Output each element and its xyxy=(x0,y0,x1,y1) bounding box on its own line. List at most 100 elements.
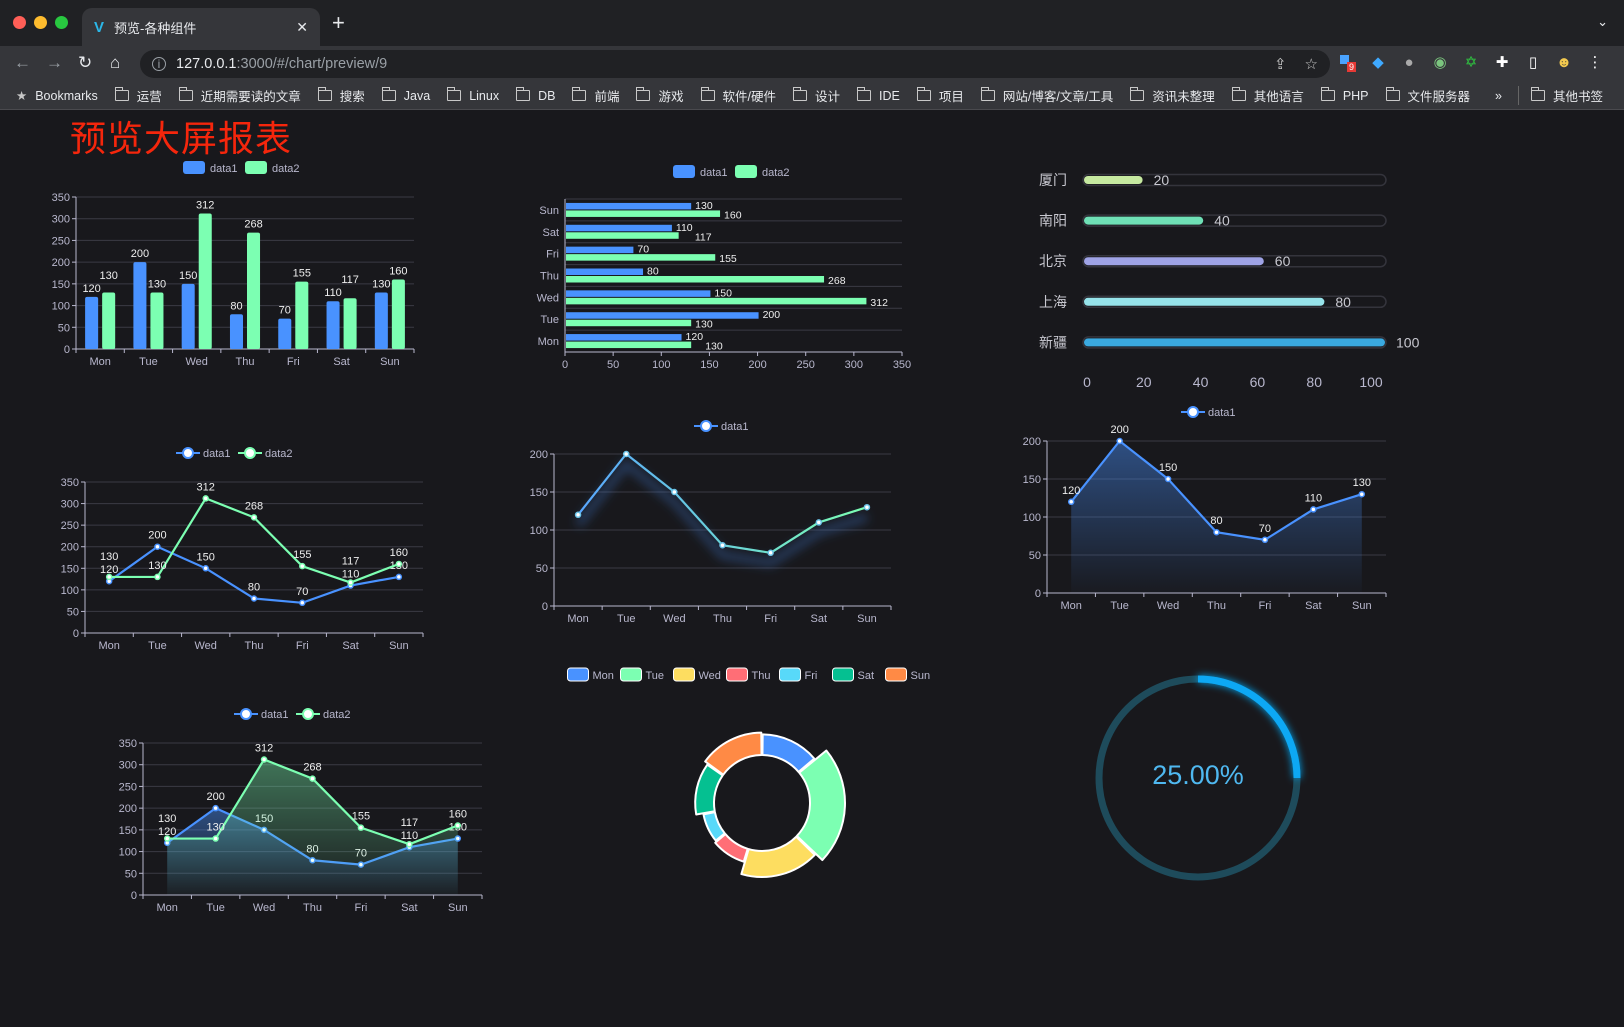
bar-data2-Wed[interactable] xyxy=(566,297,867,305)
legend-item-data1[interactable]: data1 xyxy=(234,708,289,721)
bar-data1-Wed[interactable] xyxy=(566,290,711,297)
gray-extension-icon[interactable]: ● xyxy=(1404,53,1414,71)
star-extension-icon[interactable]: ✡ xyxy=(1464,54,1478,71)
point-data1-Fri[interactable] xyxy=(767,549,774,557)
bar-data1-Thu[interactable] xyxy=(229,314,243,349)
legend-item-data1[interactable]: data1 xyxy=(1181,406,1236,419)
point-data1-Fri[interactable] xyxy=(299,599,306,607)
legend-item-Sat[interactable]: Sat xyxy=(832,667,875,682)
point-data2-Sun[interactable] xyxy=(454,822,462,829)
point-data1-Wed[interactable] xyxy=(202,565,209,572)
bar-data1-Sat[interactable] xyxy=(566,224,672,232)
diamond-extension-icon[interactable]: ◆ xyxy=(1372,54,1384,71)
legend-item-data1[interactable]: data1 xyxy=(183,161,238,175)
green-dot-extension-icon[interactable]: ◉ xyxy=(1433,54,1447,71)
bar-data1-Wed[interactable] xyxy=(181,283,195,349)
bar-data2-Wed[interactable] xyxy=(198,213,212,349)
bar-data2-Sat[interactable] xyxy=(343,298,357,349)
bookmark-2[interactable]: 近期需要读的文章 xyxy=(178,86,301,105)
bookmark-15[interactable]: 其他语言 xyxy=(1231,86,1304,105)
bar-data2-Tue[interactable] xyxy=(150,292,164,349)
point-data1-Sun[interactable] xyxy=(863,503,871,511)
side-panel-icon[interactable]: ▯ xyxy=(1528,54,1538,71)
legend-item-Wed[interactable]: Wed xyxy=(673,667,721,682)
bar-data1-Sun[interactable] xyxy=(374,292,388,349)
legend-item-data2[interactable]: data2 xyxy=(245,161,300,175)
bar-data2-Mon[interactable] xyxy=(102,292,116,349)
extension-icon[interactable]: 9 xyxy=(1338,53,1357,72)
bookmark-4[interactable]: Java xyxy=(381,87,430,103)
bar-data1-Sat[interactable] xyxy=(326,301,340,349)
bookmark-11[interactable]: IDE xyxy=(857,87,900,103)
donut-segment-Mon[interactable] xyxy=(761,733,816,773)
new-tab-button[interactable]: + xyxy=(332,10,345,35)
point-data1-Sat[interactable] xyxy=(1310,506,1317,513)
point-data1-Thu[interactable] xyxy=(719,541,726,549)
legend-item-data2[interactable]: data2 xyxy=(296,708,351,721)
bar-data2-Thu[interactable] xyxy=(566,276,825,283)
point-data2-Thu[interactable] xyxy=(309,775,316,782)
point-data2-Wed[interactable] xyxy=(202,495,209,502)
close-window-button[interactable] xyxy=(13,16,26,29)
point-data2-Sat[interactable] xyxy=(406,840,413,848)
point-data1-Mon[interactable] xyxy=(574,511,582,519)
point-data1-Thu[interactable] xyxy=(1213,528,1220,536)
donut-segment-Thu[interactable] xyxy=(714,833,749,863)
bookmark-6[interactable]: DB xyxy=(516,87,555,103)
legend-item-Mon[interactable]: Mon xyxy=(567,667,614,682)
point-data2-Thu[interactable] xyxy=(250,514,258,521)
bar-data2-Thu[interactable] xyxy=(247,232,261,349)
bar-data2-Tue[interactable] xyxy=(566,319,692,327)
bookmark-9[interactable]: 软件/硬件 xyxy=(700,86,776,105)
legend-item-Thu[interactable]: Thu xyxy=(726,667,771,682)
bar-data2-Fri[interactable] xyxy=(566,254,716,261)
bar-data2-Sat[interactable] xyxy=(566,232,679,239)
point-data2-Tue[interactable] xyxy=(212,835,219,842)
avatar[interactable]: ☻ xyxy=(1556,53,1572,71)
bar-data1-Mon[interactable] xyxy=(566,334,682,341)
point-data1-Wed[interactable] xyxy=(1164,475,1172,483)
site-info-icon[interactable]: i xyxy=(152,57,166,71)
point-data1-Mon[interactable] xyxy=(1067,498,1075,506)
bar-data1-Sun[interactable] xyxy=(566,202,692,210)
tab-preview[interactable]: V 预览-各种组件 ✕ xyxy=(82,8,320,46)
other-bookmarks[interactable]: 其他书签 xyxy=(1517,86,1603,105)
bar-data2-Mon[interactable] xyxy=(566,341,692,349)
point-data1-Thu[interactable] xyxy=(250,595,258,602)
legend-item-Tue[interactable]: Tue xyxy=(620,667,665,682)
bookmark-1[interactable]: 运营 xyxy=(114,86,162,105)
point-data2-Wed[interactable] xyxy=(260,756,268,763)
point-data2-Tue[interactable] xyxy=(154,573,161,581)
donut-segment-Wed[interactable] xyxy=(740,835,816,878)
bookmark-0[interactable]: ★ Bookmarks xyxy=(16,88,98,104)
bar-data1-Tue[interactable] xyxy=(133,262,147,349)
tab-search-chevron-icon[interactable]: ⌄ xyxy=(1597,14,1608,29)
bar-data2-Fri[interactable] xyxy=(295,281,309,349)
donut-segment-Fri[interactable] xyxy=(702,811,726,842)
bookmark-13[interactable]: 网站/博客/文章/工具 xyxy=(980,86,1113,105)
point-data1-Sun[interactable] xyxy=(395,573,403,581)
point-data1-Tue[interactable] xyxy=(212,804,219,812)
legend-item-data1[interactable]: data1 xyxy=(176,447,231,460)
legend-item-Sun[interactable]: Sun xyxy=(885,667,931,682)
bookmark-8[interactable]: 游戏 xyxy=(636,86,684,105)
point-data1-Tue[interactable] xyxy=(622,450,630,458)
legend-item-data2[interactable]: data2 xyxy=(735,165,790,179)
bar-data1-Tue[interactable] xyxy=(566,312,759,319)
point-data2-Sun[interactable] xyxy=(395,560,403,568)
legend-item-Fri[interactable]: Fri xyxy=(779,667,818,682)
bar-data2-Sun[interactable] xyxy=(566,210,721,217)
legend-item-data1[interactable]: data1 xyxy=(673,165,728,179)
menu-kebab-icon[interactable]: ⋮ xyxy=(1587,54,1603,71)
bookmark-17[interactable]: 文件服务器 xyxy=(1385,86,1470,105)
point-data1-Wed[interactable] xyxy=(671,488,678,496)
point-data1-Sat[interactable] xyxy=(815,519,823,526)
bookmark-star-icon[interactable]: ☆ xyxy=(1304,56,1318,73)
back-icon[interactable]: ← xyxy=(14,53,31,72)
donut-segment-Sun[interactable] xyxy=(704,731,763,776)
maximize-window-button[interactable] xyxy=(55,16,68,29)
point-data1-Sun[interactable] xyxy=(1358,490,1366,498)
share-icon[interactable]: ⇪ xyxy=(1273,56,1287,73)
bookmark-14[interactable]: 资讯未整理 xyxy=(1130,86,1215,105)
bookmarks-overflow-button[interactable]: » xyxy=(1495,88,1502,103)
